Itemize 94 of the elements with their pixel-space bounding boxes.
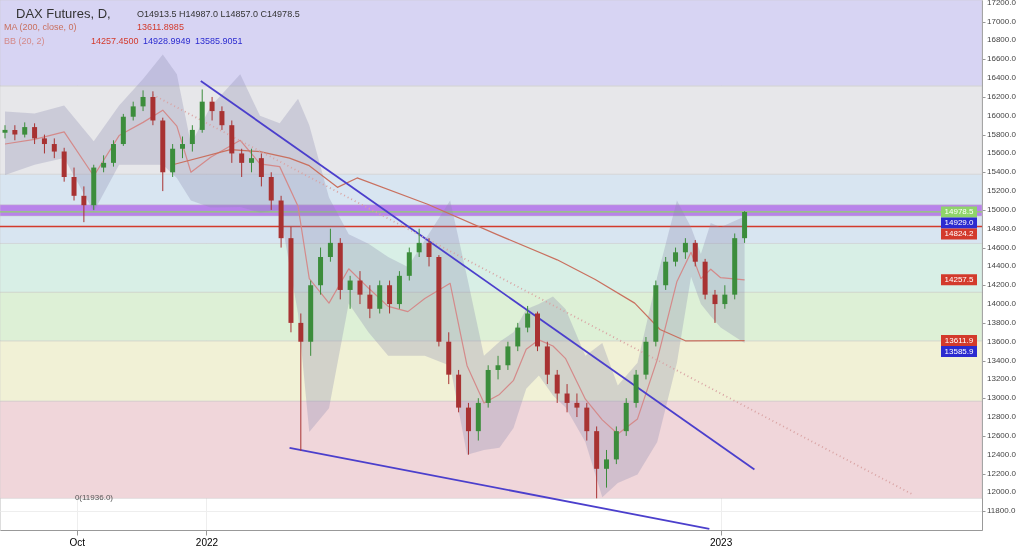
text: BB (20, 2): [4, 36, 45, 46]
candlestick: [663, 256, 669, 291]
y-tick-label: 14400.0: [987, 261, 1017, 271]
y-tick-label: 12000.0: [987, 487, 1017, 497]
y-tick-label: 12800.0: [987, 412, 1017, 422]
candlestick: [554, 369, 560, 404]
y-tick-label: 12200.0: [987, 468, 1017, 478]
candlestick: [258, 152, 264, 187]
candlestick: [584, 402, 590, 442]
ref-line-label: 14824.2: [944, 228, 975, 238]
candlestick: [673, 247, 679, 267]
y-tick-label: 12400.0: [987, 449, 1017, 459]
x-tick-label: Oct: [69, 536, 86, 548]
candlestick: [515, 322, 521, 352]
y-tick-label: 17000.0: [987, 16, 1017, 26]
candlestick: [387, 280, 393, 314]
candlestick: [41, 134, 47, 154]
candlestick: [2, 124, 8, 139]
candlestick: [406, 247, 412, 282]
candlestick: [110, 139, 116, 168]
candlestick: [71, 167, 77, 202]
candlestick: [692, 239, 698, 267]
ref-line-label: 14978.5: [944, 206, 975, 216]
y-tick-label: 15400.0: [987, 167, 1017, 177]
y-tick-label: 13000.0: [987, 393, 1017, 403]
candlestick: [180, 136, 185, 159]
candlestick: [81, 185, 87, 223]
candlestick: [604, 449, 610, 489]
text: MA (200, close, 0): [4, 22, 77, 32]
y-tick-label: 14600.0: [987, 242, 1017, 252]
candlestick: [209, 96, 215, 121]
candlestick: [722, 284, 728, 310]
y-tick-label: 13400.0: [987, 355, 1017, 365]
y-tick-label: 15200.0: [987, 186, 1017, 196]
y-tick-label: 16600.0: [987, 54, 1017, 64]
annotation: 14257.5: [944, 274, 975, 284]
candlestick: [327, 228, 333, 263]
candlestick: [426, 237, 432, 267]
candlestick: [298, 312, 304, 452]
y-tick-label: 16000.0: [987, 110, 1017, 120]
y-tick-label: 13600.0: [987, 336, 1017, 346]
candlestick: [574, 393, 580, 418]
candlestick: [682, 237, 688, 260]
candlestick: [12, 124, 18, 141]
candlestick: [130, 101, 136, 121]
x-tick-label: 2022: [195, 536, 219, 548]
annotation: 14929.0: [944, 217, 975, 227]
candlestick: [189, 124, 195, 153]
y-tick-label: 16200.0: [987, 91, 1017, 101]
line-series: [172, 149, 746, 342]
annotation: 14257.4500: [91, 36, 139, 46]
y-tick-label: 16400.0: [987, 73, 1017, 83]
band-label: 0(11936.0): [74, 493, 114, 503]
y-tick-label: 14200.0: [987, 280, 1017, 290]
candlestick: [377, 280, 383, 314]
candlestick: [525, 305, 531, 333]
y-tick-label: 17200.0: [987, 0, 1017, 7]
candlestick: [32, 122, 38, 145]
candlestick: [150, 90, 156, 126]
y-tick-label: 15800.0: [987, 129, 1017, 139]
candlestick: [219, 105, 225, 131]
annotation: O14913.5 H14987.0 L14857.0 C14978.5: [137, 9, 300, 19]
annotation: 13585.9: [944, 346, 975, 356]
candlestick: [495, 355, 501, 380]
candlestick: [357, 270, 363, 305]
y-tick-label: 13800.0: [987, 317, 1017, 327]
y-tick-label: 16800.0: [987, 35, 1017, 45]
annotation: 14928.9949: [143, 36, 191, 46]
candlestick: [249, 148, 255, 173]
y-tick-label: 14000.0: [987, 299, 1017, 309]
candlestick: [239, 148, 245, 178]
candlestick: [367, 284, 373, 319]
y-tick-label: 12600.0: [987, 430, 1017, 440]
annotation: 13585.9051: [195, 36, 243, 46]
candlestick: [416, 228, 422, 258]
annotation: 13611.9: [944, 335, 974, 345]
candlestick: [268, 171, 274, 211]
x-tick-label: 2023: [709, 536, 733, 548]
candlestick: [140, 89, 146, 112]
y-tick-label: 11800.0: [987, 506, 1016, 516]
candlestick: [712, 289, 718, 324]
candlestick: [505, 341, 511, 371]
candlestick: [51, 137, 57, 159]
candlestick: [170, 143, 176, 178]
chart-title: DAX Futures, D,: [16, 6, 111, 21]
y-tick-label: 15000.0: [987, 204, 1017, 214]
candlestick: [465, 402, 471, 456]
y-tick-label: 13200.0: [987, 374, 1017, 384]
y-tick-label: 15600.0: [987, 148, 1017, 158]
candlestick: [564, 383, 570, 413]
annotation: 13611.8985: [137, 22, 184, 32]
candlestick: [347, 275, 353, 310]
y-tick-label: 14800.0: [987, 223, 1017, 233]
line-series: [4, 109, 746, 435]
